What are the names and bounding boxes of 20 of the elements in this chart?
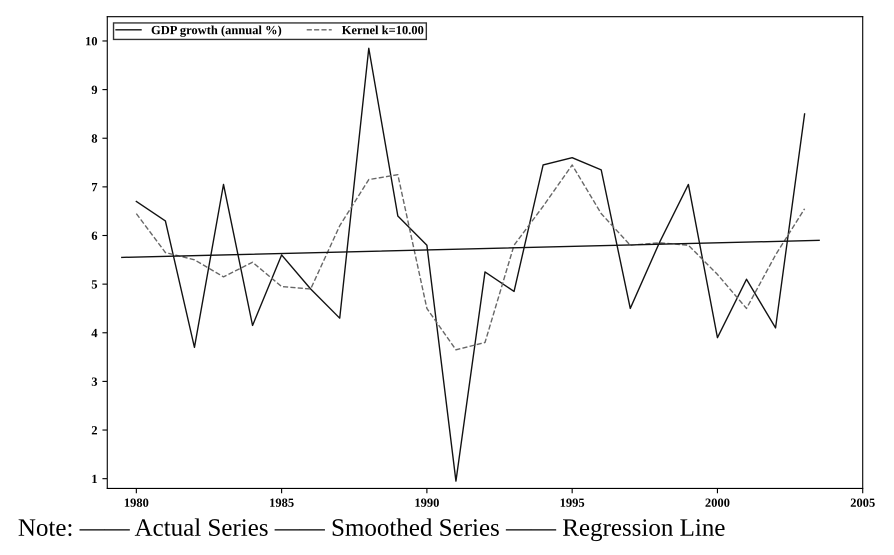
legend-label: Kernel k=10.00 — [342, 25, 424, 34]
y-tick-label: 8 — [92, 134, 98, 143]
x-tick-label: 1995 — [560, 498, 584, 507]
x-tick-label: 1990 — [415, 498, 439, 507]
x-tick-label: 2000 — [705, 498, 730, 507]
y-tick-label: 6 — [92, 232, 98, 240]
y-tick-label: 4 — [91, 328, 98, 338]
legend-label: GDP growth (annual %) — [152, 25, 282, 37]
y-tick-label: 2 — [92, 426, 98, 434]
y-tick-label: 9 — [92, 86, 98, 94]
y-tick-label: 10 — [86, 36, 98, 46]
line-series — [136, 164, 806, 350]
y-tick-label: 5 — [92, 280, 98, 289]
y-tick-label: 7 — [92, 183, 98, 192]
x-tick-label: 1980 — [124, 498, 148, 507]
y-tick-label: 1 — [92, 474, 97, 484]
x-tick-label: 1985 — [270, 498, 294, 507]
text: Note: —— Actual Series —— Smoothed Series —— Regression Line — [18, 518, 725, 542]
x-tick-label: 2005 — [850, 498, 875, 507]
y-tick-label: 3 — [92, 377, 98, 386]
